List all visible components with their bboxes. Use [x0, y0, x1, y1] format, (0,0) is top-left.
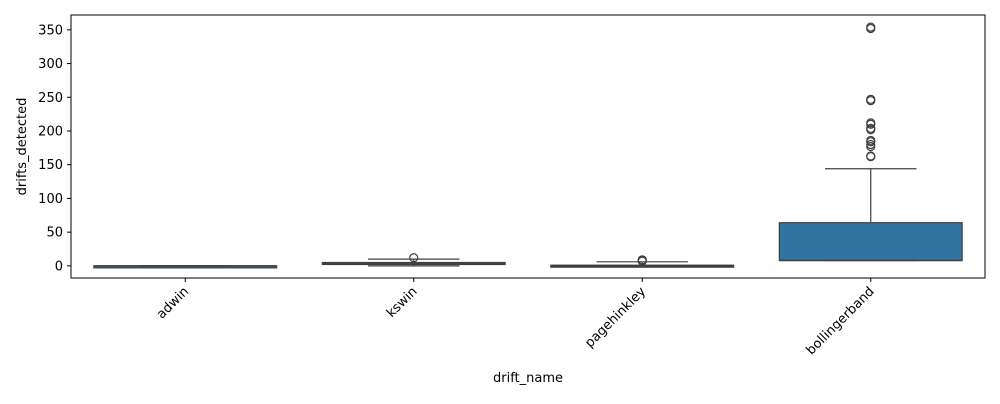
y-axis-label: drifts_detected — [15, 98, 30, 196]
outlier-point — [866, 135, 876, 146]
x-axis-label: drift_name — [493, 371, 563, 386]
box-kswin — [321, 253, 506, 267]
y-tick-label: 300 — [38, 57, 63, 72]
box-adwin — [93, 265, 278, 269]
outlier-point — [637, 255, 647, 265]
y-tick-label: 250 — [38, 91, 63, 106]
outlier-point — [866, 123, 876, 133]
x-axis: adwin kswin pagehinkley bollingerband — [154, 278, 878, 358]
y-axis: 0 50 100 150 200 250 300 350 — [38, 23, 71, 274]
outlier-point — [866, 139, 876, 150]
y-tick-label: 50 — [46, 226, 63, 241]
outlier-point — [409, 253, 419, 263]
y-tick-label: 350 — [38, 23, 63, 38]
outlier-point — [866, 151, 876, 161]
box-iqr — [778, 222, 963, 262]
box-bollingerband — [778, 22, 963, 262]
box-pagehinkley — [550, 255, 735, 268]
plot-frame — [70, 14, 986, 279]
outlier-point — [866, 94, 876, 104]
plot-layer — [93, 22, 963, 269]
x-tick-label-adwin: adwin — [154, 284, 192, 322]
y-tick-label: 150 — [38, 158, 63, 173]
outlier-point — [866, 118, 876, 128]
outlier-point — [866, 22, 876, 32]
y-tick-label: 100 — [38, 192, 63, 207]
x-tick-label-bollingerband: bollingerband — [804, 284, 878, 358]
x-tick-label-kswin: kswin — [384, 284, 421, 321]
y-tick-label: 200 — [38, 124, 63, 139]
y-tick-label: 0 — [55, 259, 63, 274]
x-tick-label-pagehinkley: pagehinkley — [582, 284, 649, 351]
